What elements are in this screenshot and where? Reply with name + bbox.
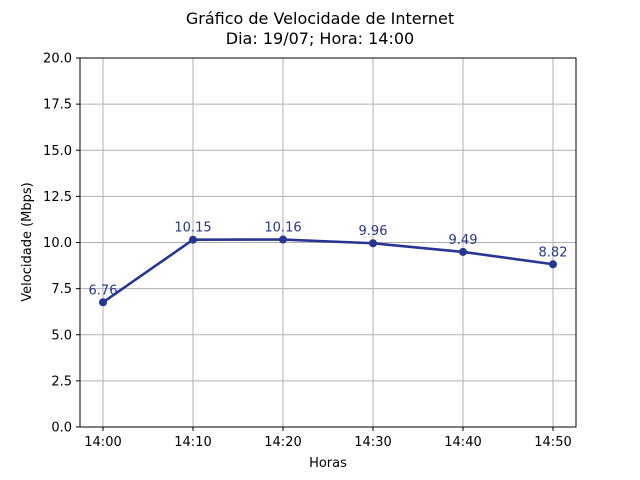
data-point (459, 247, 467, 256)
x-tick-label: 14:40 (444, 435, 481, 450)
data-point (279, 235, 287, 244)
x-tick-label: 14:00 (84, 435, 121, 450)
y-tick-label: 2.5 (51, 374, 72, 389)
data-point (189, 235, 197, 244)
data-label: 8.82 (539, 245, 568, 260)
x-axis-label: Horas (309, 456, 347, 471)
x-tick-label: 14:50 (534, 435, 571, 450)
y-tick-label: 20.0 (43, 52, 72, 67)
y-tick-label: 0.0 (51, 421, 72, 436)
data-point (549, 260, 557, 269)
series-layer (99, 235, 557, 307)
plot-frame (79, 57, 577, 428)
y-axis-label: Velocidade (Mbps) (20, 182, 35, 301)
data-labels: 6.76 10.15 10.16 9.96 9.49 8.82 (89, 221, 568, 299)
axis-ticks: 0.0 2.5 5.0 7.5 10.0 12.5 15.0 17.5 20.0 14:00 14:… (43, 52, 572, 451)
data-label: 10.15 (174, 221, 211, 236)
y-tick-label: 7.5 (51, 282, 72, 297)
y-tick-label: 17.5 (43, 98, 72, 113)
data-label: 6.76 (89, 283, 118, 298)
x-tick-label: 14:30 (354, 435, 391, 450)
x-tick-label: 14:20 (264, 435, 301, 450)
data-label: 9.49 (449, 233, 478, 248)
y-tick-label: 12.5 (43, 190, 72, 205)
data-label: 9.96 (359, 224, 388, 239)
y-tick-label: 15.0 (43, 144, 72, 159)
chart-subtitle: Dia: 19/07; Hora: 14:00 (226, 29, 414, 48)
series-line (102, 238, 554, 304)
x-tick-label: 14:10 (174, 435, 211, 450)
chart-title: Gráfico de Velocidade de Internet (186, 9, 454, 28)
data-point (369, 239, 377, 248)
y-tick-label: 10.0 (43, 236, 72, 251)
data-point (99, 298, 107, 307)
data-label: 10.16 (264, 221, 301, 236)
y-tick-label: 5.0 (51, 328, 72, 343)
